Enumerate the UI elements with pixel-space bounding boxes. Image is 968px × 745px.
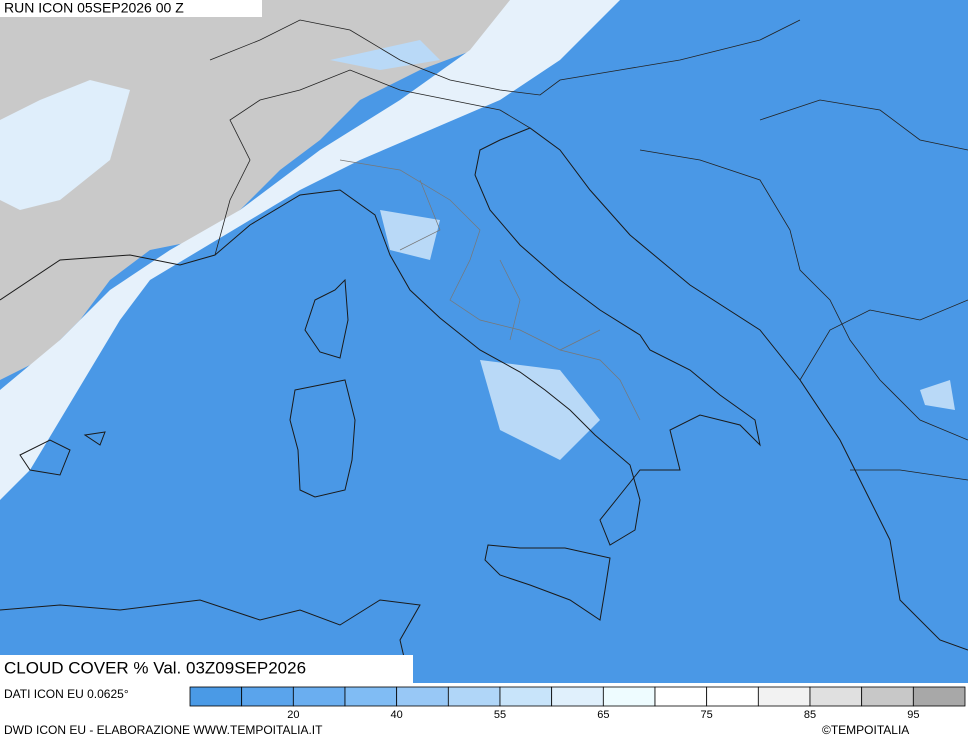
- colorbar-swatch: [241, 686, 294, 707]
- run-label: RUN ICON 05SEP2026 00 Z: [4, 0, 184, 16]
- colorbar-swatch: [292, 686, 346, 707]
- balearic: [19, 431, 106, 476]
- sicily: [484, 544, 611, 621]
- colorbar-swatch: [499, 686, 553, 707]
- colorbar-label: 40: [391, 709, 403, 721]
- colorbar-swatch: [757, 686, 811, 707]
- coastline: [0, 127, 968, 651]
- sardinia: [289, 379, 356, 498]
- colorbar-swatch: [912, 686, 966, 707]
- colorbar-label: 95: [907, 709, 919, 721]
- colorbar-swatch: [344, 686, 398, 707]
- cloud-white: [0, 0, 620, 500]
- colorbar-label: 65: [597, 709, 609, 721]
- colorbar-swatch: [861, 686, 914, 707]
- colorbar-swatch: [551, 686, 604, 707]
- colorbar-swatch: [602, 686, 656, 707]
- regions: [339, 159, 641, 421]
- map: [0, 0, 968, 684]
- colorbar-swatch: [706, 686, 759, 707]
- colorbar-swatch: [654, 686, 708, 707]
- colorbar-label: 75: [701, 709, 713, 721]
- run-box: [0, 0, 262, 17]
- cloud-light: [0, 80, 130, 210]
- variable-label: CLOUD COVER % Val. 03Z09SEP2026: [4, 658, 306, 677]
- colorbar-label: 85: [804, 709, 816, 721]
- copyright-label: ©TEMPOITALIA: [822, 723, 909, 737]
- africa: [0, 599, 421, 684]
- corsica: [304, 278, 349, 359]
- colorbar-swatch: [809, 686, 863, 707]
- colorbar-label: 20: [287, 709, 299, 721]
- borders: [209, 19, 968, 481]
- variable-box: [0, 655, 413, 683]
- colorbar-swatch: [189, 686, 243, 707]
- colorbar: 20 40 55 65 75 85 95: [189, 686, 966, 721]
- source-label: DATI ICON EU 0.0625°: [4, 687, 129, 701]
- credit-label: DWD ICON EU - ELABORAZIONE WWW.TEMPOITAL…: [4, 723, 323, 737]
- colorbar-label: 55: [494, 709, 506, 721]
- colorbar-swatch: [396, 686, 449, 707]
- colorbar-swatch: [447, 686, 501, 707]
